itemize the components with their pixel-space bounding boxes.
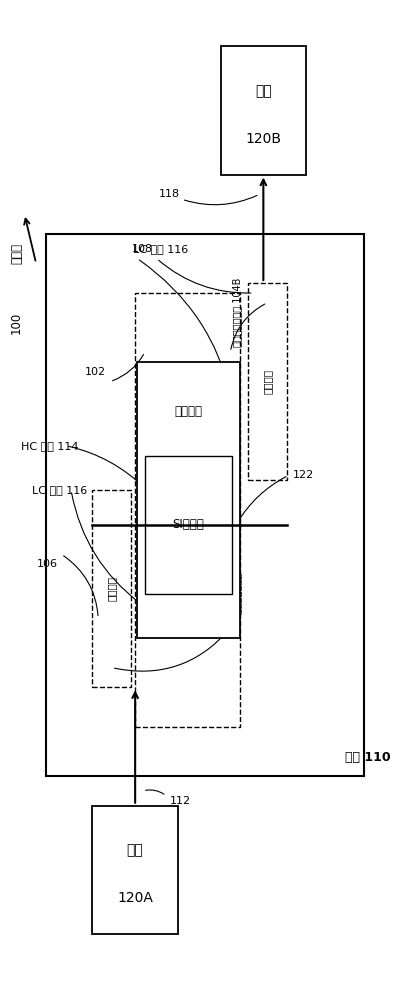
Bar (92, 490, 131, 687)
Text: 120B: 120B (245, 132, 281, 146)
Text: 100: 100 (10, 311, 23, 334)
Text: 120A: 120A (117, 891, 153, 905)
Text: 102: 102 (85, 367, 106, 377)
Text: 基板 110: 基板 110 (345, 751, 391, 764)
Text: 118: 118 (159, 189, 180, 199)
Text: 106: 106 (37, 559, 57, 569)
Text: 输出端口: 输出端口 (262, 369, 272, 394)
Text: 122: 122 (293, 470, 314, 480)
Text: 开关元件: 开关元件 (175, 405, 203, 418)
Bar (145, 456, 232, 594)
Text: 输入端口: 输入端口 (107, 576, 117, 601)
Text: 斑点尺寸转换器 104A: 斑点尺寸转换器 104A (232, 544, 242, 614)
Bar (92, 806, 178, 934)
Text: 光纤: 光纤 (255, 84, 272, 98)
Text: LC 区域 116: LC 区域 116 (133, 244, 188, 254)
Bar (137, 362, 240, 638)
Text: 调制器: 调制器 (10, 243, 23, 264)
Bar (248, 283, 287, 480)
Text: SI移相器: SI移相器 (173, 518, 204, 531)
Text: 斑点尺寸转换器 104B: 斑点尺寸转换器 104B (232, 278, 242, 347)
Text: 112: 112 (170, 796, 191, 806)
Bar (135, 293, 240, 727)
Text: 108: 108 (131, 244, 153, 254)
Bar (221, 46, 306, 175)
Text: HC 区域 114: HC 区域 114 (21, 441, 79, 451)
Bar (46, 234, 364, 776)
Text: LC 区域 116: LC 区域 116 (32, 485, 88, 495)
Text: 光纤: 光纤 (127, 844, 144, 858)
